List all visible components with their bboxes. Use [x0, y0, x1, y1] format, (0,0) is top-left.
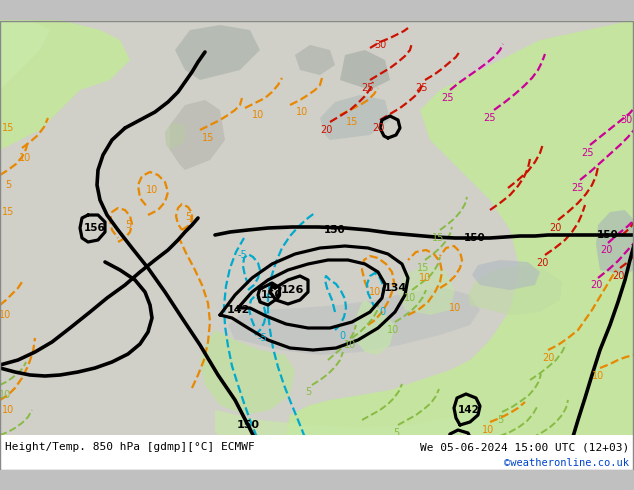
Text: 25: 25 [484, 113, 496, 123]
Text: 150: 150 [261, 290, 283, 300]
Text: 10: 10 [344, 340, 356, 350]
Text: 15: 15 [2, 123, 14, 133]
Text: 5: 5 [485, 443, 491, 453]
Text: 30: 30 [374, 40, 386, 50]
Polygon shape [0, 20, 50, 90]
Text: Height/Temp. 850 hPa [gdmp][°C] ECMWF: Height/Temp. 850 hPa [gdmp][°C] ECMWF [5, 442, 255, 452]
Text: 10: 10 [369, 287, 381, 297]
Polygon shape [170, 100, 225, 170]
Text: 15: 15 [2, 207, 14, 217]
Text: 15: 15 [417, 263, 429, 273]
Text: 0: 0 [339, 331, 345, 341]
Text: 20: 20 [372, 123, 384, 133]
Text: 5: 5 [497, 415, 503, 425]
Polygon shape [215, 410, 490, 470]
Text: 20: 20 [612, 271, 624, 281]
Text: 134: 134 [384, 283, 406, 293]
Text: 10: 10 [387, 325, 399, 335]
Text: 10: 10 [252, 110, 264, 120]
Text: 20: 20 [542, 353, 554, 363]
Text: -5: -5 [249, 460, 259, 470]
Text: 25: 25 [572, 183, 585, 193]
Text: 10: 10 [592, 371, 604, 381]
Polygon shape [596, 210, 634, 275]
Text: -5: -5 [257, 333, 267, 343]
Polygon shape [165, 122, 185, 150]
Text: 142: 142 [226, 305, 250, 315]
Text: 10: 10 [146, 185, 158, 195]
Polygon shape [0, 20, 634, 470]
Text: 126: 126 [280, 285, 304, 295]
Text: 156: 156 [84, 223, 106, 233]
Text: 142: 142 [458, 405, 480, 415]
Polygon shape [355, 300, 395, 355]
Polygon shape [472, 260, 540, 290]
Text: 20: 20 [536, 258, 548, 268]
Text: 5: 5 [393, 428, 399, 438]
Text: 15: 15 [432, 233, 444, 243]
Text: 150: 150 [464, 233, 486, 243]
Text: 150: 150 [597, 230, 619, 240]
Text: 15: 15 [346, 117, 358, 127]
Polygon shape [320, 95, 390, 140]
Text: 10: 10 [482, 425, 494, 435]
Text: 10: 10 [524, 441, 536, 451]
Text: 10: 10 [2, 405, 14, 415]
Polygon shape [200, 330, 295, 415]
Text: 25: 25 [441, 93, 453, 103]
Polygon shape [228, 288, 480, 355]
Text: We 05-06-2024 15:00 UTC (12+03): We 05-06-2024 15:00 UTC (12+03) [420, 442, 629, 452]
Text: 25: 25 [416, 83, 428, 93]
Polygon shape [468, 265, 562, 315]
Text: 20: 20 [600, 245, 612, 255]
Text: 10: 10 [19, 153, 31, 163]
Text: 150: 150 [236, 420, 259, 430]
Text: 10: 10 [404, 293, 416, 303]
Text: 20: 20 [549, 223, 561, 233]
Polygon shape [295, 45, 335, 75]
Text: ©weatheronline.co.uk: ©weatheronline.co.uk [504, 458, 629, 468]
Text: 0: 0 [379, 307, 385, 317]
Text: 25: 25 [582, 148, 594, 158]
Text: 5: 5 [5, 180, 11, 190]
Text: 150: 150 [324, 225, 346, 235]
Text: 10: 10 [0, 390, 11, 400]
Text: 25: 25 [362, 83, 374, 93]
Polygon shape [280, 20, 634, 470]
Text: 5: 5 [305, 387, 311, 397]
Polygon shape [340, 50, 390, 90]
Text: 142: 142 [450, 439, 472, 449]
Text: 0: 0 [302, 460, 308, 470]
Text: 20: 20 [320, 125, 332, 135]
Text: -5: -5 [237, 250, 247, 260]
Text: 5: 5 [2, 440, 8, 450]
Text: 5: 5 [185, 212, 191, 222]
Text: 20: 20 [590, 280, 602, 290]
Polygon shape [398, 265, 455, 315]
Polygon shape [0, 435, 634, 470]
Text: 30: 30 [620, 115, 632, 125]
Polygon shape [0, 20, 130, 150]
Text: 5: 5 [125, 220, 131, 230]
Text: 10: 10 [419, 273, 431, 283]
Text: 15: 15 [202, 133, 214, 143]
Text: 10: 10 [449, 303, 461, 313]
Polygon shape [175, 25, 260, 80]
Text: 10: 10 [0, 310, 11, 320]
Text: 10: 10 [296, 107, 308, 117]
